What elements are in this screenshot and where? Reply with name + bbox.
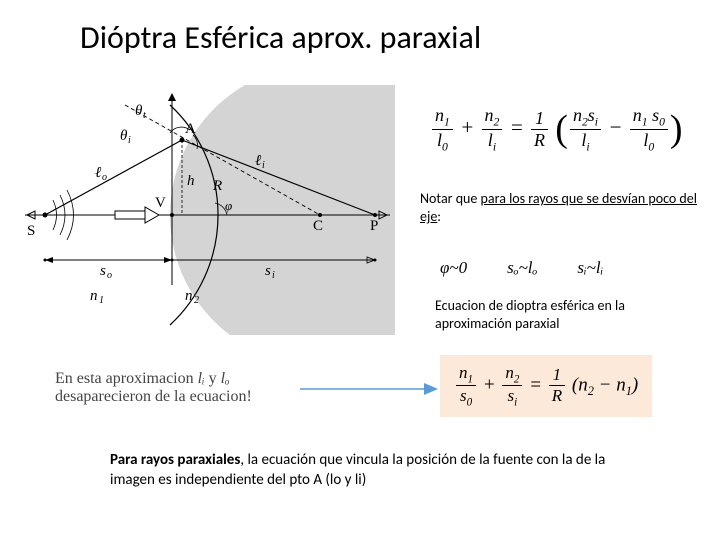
pointer-arrow	[300, 381, 440, 405]
label-li: ℓ	[255, 153, 261, 169]
svg-text:t: t	[143, 110, 146, 121]
label-si: s	[265, 263, 271, 279]
label-A: A	[185, 121, 196, 137]
label-lo: ℓ	[95, 165, 101, 181]
svg-text:2: 2	[194, 295, 199, 306]
label-R: R	[212, 178, 222, 194]
svg-text:o: o	[107, 270, 112, 281]
note-disappeared: En esta aproximacion lᵢ y lₒ desaparecie…	[55, 370, 335, 406]
svg-text:i: i	[128, 135, 131, 146]
svg-text:1: 1	[99, 295, 104, 306]
approx-so: sₒ~lₒ	[507, 258, 537, 278]
approx-phi: φ~0	[440, 258, 467, 278]
equation-paraxial: n1s0 + n2si = 1R (n2 − n1)	[440, 355, 652, 417]
label-theta-i: θ	[120, 128, 128, 144]
note-paraxial-rays: Notar que para los rayos que se desvían …	[420, 190, 700, 226]
label-P: P	[370, 218, 378, 234]
optics-diagram: θt θi A ℓo ℓi h R φ V C P S so si n1 n2	[15, 85, 395, 335]
conclusion-note: Para rayos paraxiales, la ecuación que v…	[110, 450, 650, 491]
label-V: V	[155, 195, 166, 211]
svg-text:i: i	[272, 270, 275, 281]
svg-text:o: o	[102, 172, 107, 183]
label-theta-t: θ	[135, 103, 143, 119]
svg-text:i: i	[262, 160, 265, 171]
label-n2: n	[185, 288, 193, 304]
label-phi: φ	[225, 198, 232, 213]
label-n1: n	[90, 288, 98, 304]
label-so: s	[100, 263, 106, 279]
note-equation-label: Ecuacion de dioptra esférica en la aprox…	[435, 297, 695, 333]
equation-general: n1l0 + n2li = 1R (n2sili − n1 s0l0)	[430, 105, 683, 153]
approximations: φ~0 sₒ~lₒ sᵢ~lᵢ	[440, 258, 603, 278]
label-h: h	[187, 173, 195, 189]
label-C: C	[313, 218, 323, 234]
page-title: Dióptra Esférica aprox. paraxial	[80, 18, 481, 57]
approx-si: sᵢ~lᵢ	[577, 258, 603, 278]
label-S: S	[27, 223, 35, 239]
